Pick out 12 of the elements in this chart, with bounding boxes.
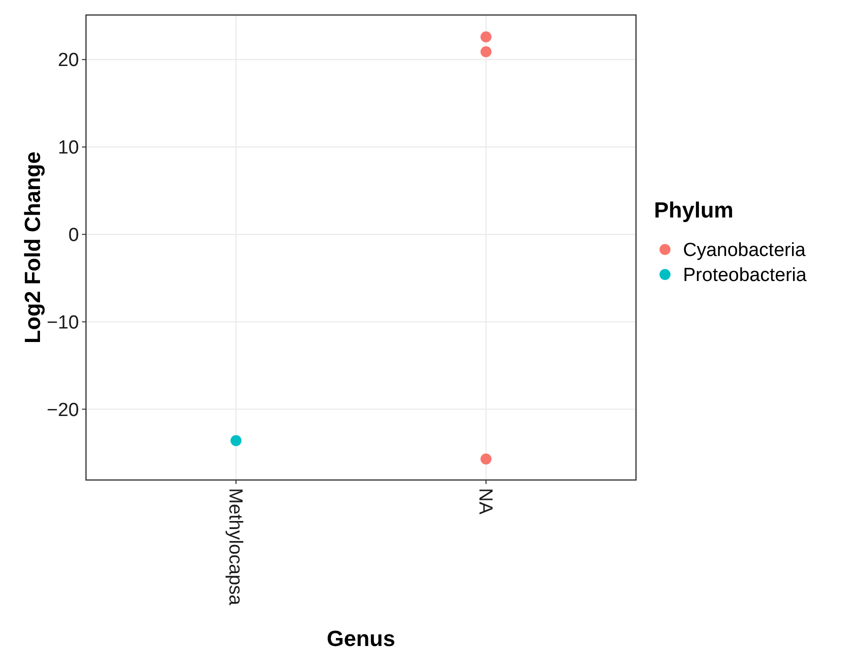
y-tick-label: 0	[68, 225, 79, 246]
legend-label: Proteobacteria	[683, 265, 808, 286]
y-tick-label: 10	[58, 138, 79, 159]
legend-label: Cyanobacteria	[683, 240, 806, 262]
y-axis-title: Log2 Fold Change	[20, 152, 45, 344]
x-tick-label: Methylocapsa	[224, 488, 246, 606]
y-tick-label: 20	[58, 50, 79, 72]
x-axis-title: Genus	[326, 626, 396, 651]
y-tick-label: −10	[46, 312, 79, 334]
legend-title: Phylum	[654, 198, 734, 222]
y-tick-label: −20	[46, 400, 79, 421]
x-tick-label: NA	[474, 488, 496, 515]
